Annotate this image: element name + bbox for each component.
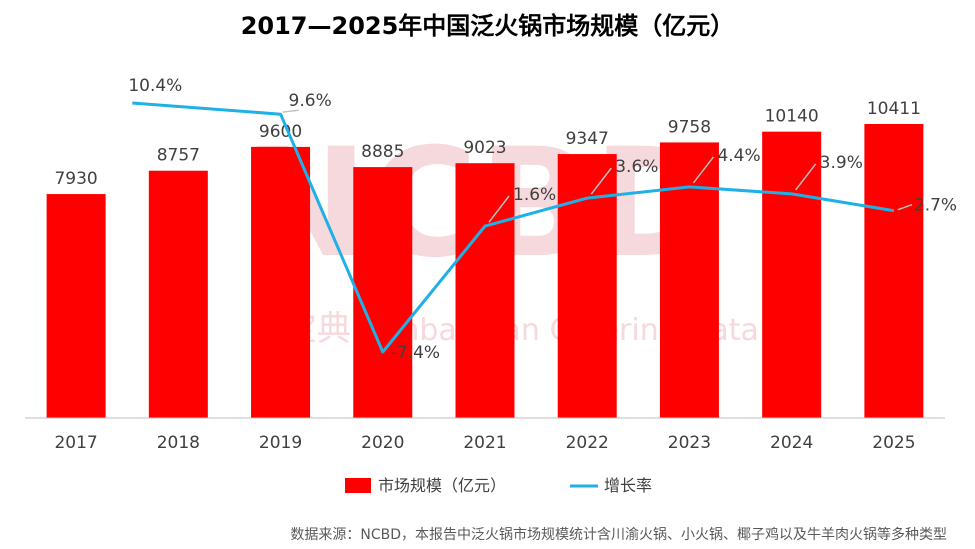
growth-label-2019: 9.6% [289,91,332,111]
bar-2018 [148,170,208,418]
legend-label-line: 增长率 [604,476,652,495]
leader-line-2022 [590,167,612,195]
bar-label-2024: 10140 [765,107,819,127]
bar-2024 [762,131,822,418]
bars-layer [46,124,924,418]
x-tick-2023: 2023 [668,433,711,453]
bar-2019 [251,146,311,418]
leader-lines-layer [282,109,913,223]
growth-label-2025: 2.7% [914,196,957,216]
x-tick-2018: 2018 [157,433,200,453]
growth-label-2018: 10.4% [128,76,182,96]
bar-label-2021: 9023 [463,138,506,158]
bar-2023 [659,142,719,418]
bar-2025 [864,124,924,418]
legend: 市场规模（亿元） 增长率 [345,476,652,495]
x-tick-2017: 2017 [54,433,97,453]
bar-label-2017: 7930 [54,169,97,189]
bar-labels-layer: 7930 8757 9600 8885 9023 9347 9758 10140 10411 [54,99,920,189]
source-note: 数据来源：NCBD，本报告中泛火锅市场规模统计含川渝火锅、小火锅、椰子鸡以及牛羊… [290,527,947,543]
leader-line-2023 [692,156,715,184]
growth-line-layer [132,101,895,354]
bar-label-2019: 9600 [259,122,302,142]
x-tick-2022: 2022 [566,433,609,453]
bar-2017 [46,194,106,418]
leader-line-2021 [488,195,510,223]
bar-label-2025: 10411 [867,99,921,119]
growth-label-2022: 3.6% [615,157,658,177]
legend-label-bar: 市场规模（亿元） [378,476,506,495]
leader-line-2024 [795,163,817,191]
bar-2022 [557,154,617,418]
growth-label-2020: -7.4% [391,343,440,363]
x-tick-labels: 2017 2018 2019 2020 2021 2022 2023 2024 2025 [54,433,915,453]
bar-label-2020: 8885 [361,142,404,162]
growth-labels-layer: 10.4% 9.6% -7.4% 1.6% 3.6% 4.4% 3.9% 2.7% [128,76,957,363]
chart-title: 2017—2025年中国泛火锅市场规模（亿元） [240,12,735,40]
growth-line [132,101,895,354]
growth-label-2021: 1.6% [513,185,556,205]
x-tick-2024: 2024 [770,433,813,453]
growth-label-2023: 4.4% [717,146,760,166]
x-tick-2025: 2025 [872,433,915,453]
legend-swatch-bar [345,478,371,493]
leader-line-2019 [282,109,299,113]
x-tick-2019: 2019 [259,433,302,453]
growth-label-2024: 3.9% [820,153,863,173]
leader-line-2025 [897,204,913,211]
bar-2020 [353,167,413,418]
x-tick-2020: 2020 [361,433,404,453]
bar-label-2018: 8757 [157,146,200,166]
bar-2021 [455,163,515,418]
bar-label-2022: 9347 [566,129,609,149]
bar-label-2023: 9758 [668,117,711,137]
x-tick-2021: 2021 [463,433,506,453]
